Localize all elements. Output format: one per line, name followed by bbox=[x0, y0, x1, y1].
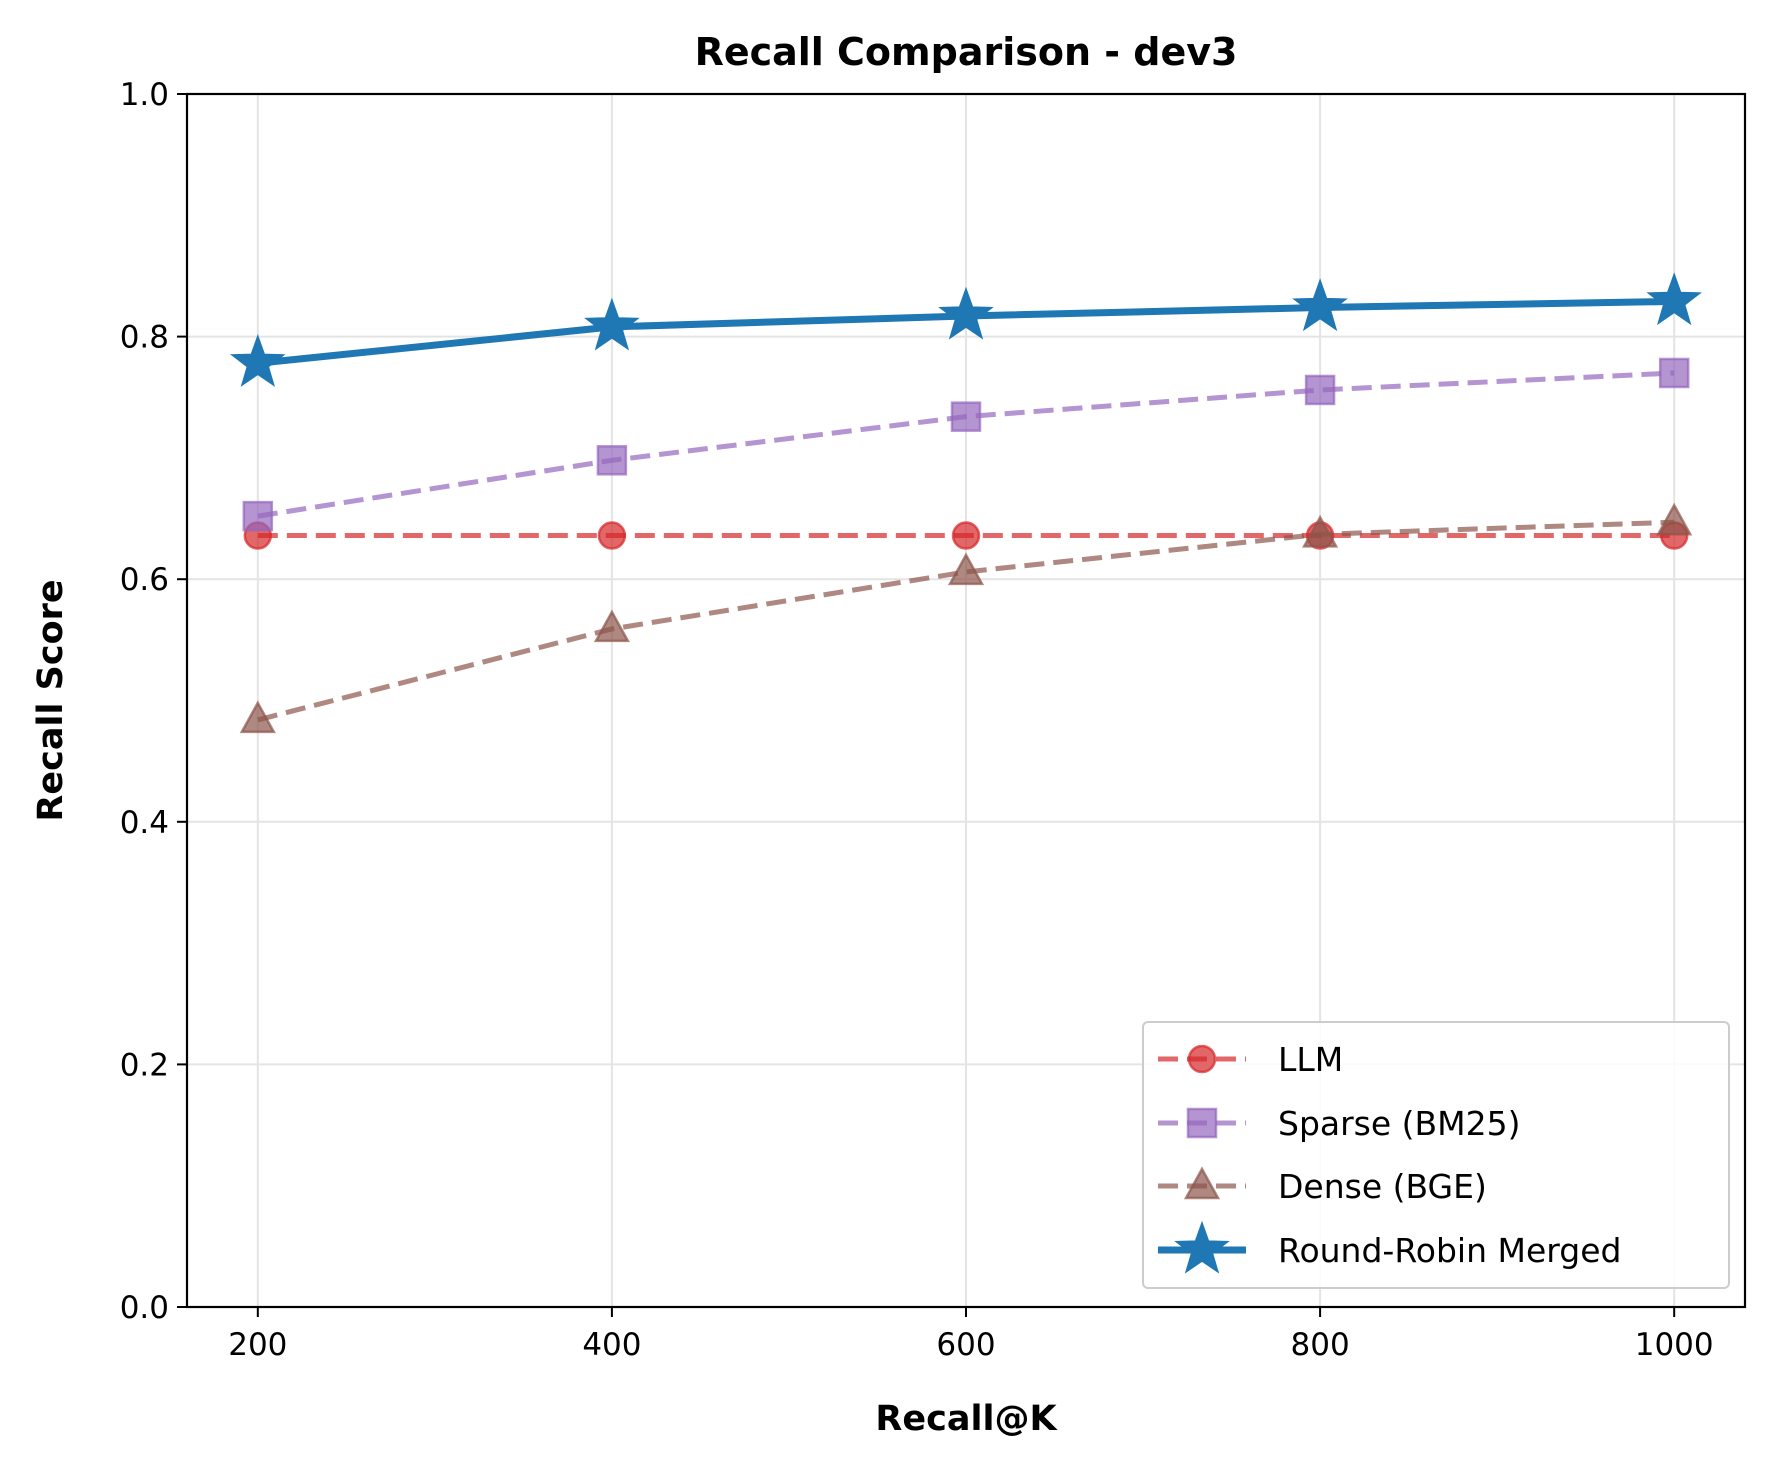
y-tick-label: 1.0 bbox=[120, 77, 169, 113]
data-point-dense-bge bbox=[239, 700, 276, 734]
legend-label: Round-Robin Merged bbox=[1278, 1231, 1621, 1270]
legend-label: Dense (BGE) bbox=[1278, 1167, 1487, 1206]
series-layer bbox=[230, 272, 1702, 734]
data-point-round-robin-merged bbox=[1292, 278, 1348, 332]
legend-marker bbox=[1187, 1044, 1217, 1074]
legend-item-llm: LLM bbox=[1158, 1040, 1343, 1079]
series-dense-bge bbox=[239, 502, 1693, 734]
y-axis-title: Recall Score bbox=[31, 579, 71, 821]
y-tick-label: 0.6 bbox=[120, 562, 169, 598]
data-point-round-robin-merged bbox=[230, 334, 286, 387]
legend: LLM Sparse (BM25) Dense (BGE) Round-Robin M… bbox=[1142, 1021, 1730, 1289]
x-tick-label: 800 bbox=[1291, 1327, 1350, 1363]
data-point-sparse-bm25 bbox=[950, 401, 982, 432]
data-point-round-robin-merged bbox=[584, 297, 640, 351]
data-point-sparse-bm25 bbox=[1658, 357, 1690, 389]
y-tick-label: 0.4 bbox=[120, 805, 169, 841]
chart-title: Recall Comparison - dev3 bbox=[695, 30, 1238, 74]
x-tick-label: 600 bbox=[936, 1327, 995, 1363]
data-point-sparse-bm25 bbox=[596, 445, 628, 476]
data-point-dense-bge bbox=[1656, 502, 1693, 536]
legend-item-round-robin-merged: Round-Robin Merged bbox=[1158, 1220, 1621, 1274]
x-tick-label: 1000 bbox=[1635, 1327, 1714, 1363]
y-tick-label: 0.8 bbox=[120, 320, 169, 356]
legend-label: LLM bbox=[1278, 1040, 1343, 1079]
x-tick-label: 400 bbox=[582, 1327, 641, 1363]
legend-box bbox=[1142, 1021, 1730, 1289]
y-tick-label: 0.2 bbox=[120, 1047, 169, 1083]
data-point-dense-bge bbox=[947, 552, 985, 586]
ticks-layer: 200 400 600 800 1000 0.0 0.2 0.4 0.6 0.8 1.0 bbox=[120, 77, 1714, 1363]
data-point-llm bbox=[951, 521, 981, 550]
series-llm bbox=[243, 521, 1689, 550]
data-point-llm bbox=[597, 521, 627, 550]
series-round-robin-merged bbox=[230, 272, 1702, 387]
series-sparse-bm25 bbox=[242, 357, 1690, 532]
x-tick-label: 200 bbox=[228, 1327, 287, 1363]
legend-label: Sparse (BM25) bbox=[1278, 1104, 1521, 1143]
legend-item-dense-bge: Dense (BGE) bbox=[1158, 1166, 1487, 1206]
data-point-sparse-bm25 bbox=[242, 500, 274, 532]
x-axis-title: Recall@K bbox=[875, 1399, 1058, 1439]
data-point-dense-bge bbox=[593, 609, 631, 643]
data-point-sparse-bm25 bbox=[1304, 374, 1336, 406]
data-point-round-robin-merged bbox=[938, 286, 994, 340]
legend-marker bbox=[1174, 1220, 1230, 1274]
legend-item-sparse-bm25: Sparse (BM25) bbox=[1158, 1104, 1521, 1143]
data-point-round-robin-merged bbox=[1646, 272, 1702, 326]
data-point-dense-bge bbox=[1301, 514, 1339, 548]
y-tick-label: 0.0 bbox=[120, 1290, 169, 1326]
legend-marker bbox=[1186, 1107, 1218, 1139]
legend-marker bbox=[1183, 1166, 1221, 1200]
series-line-dense-bge bbox=[257, 519, 1675, 723]
